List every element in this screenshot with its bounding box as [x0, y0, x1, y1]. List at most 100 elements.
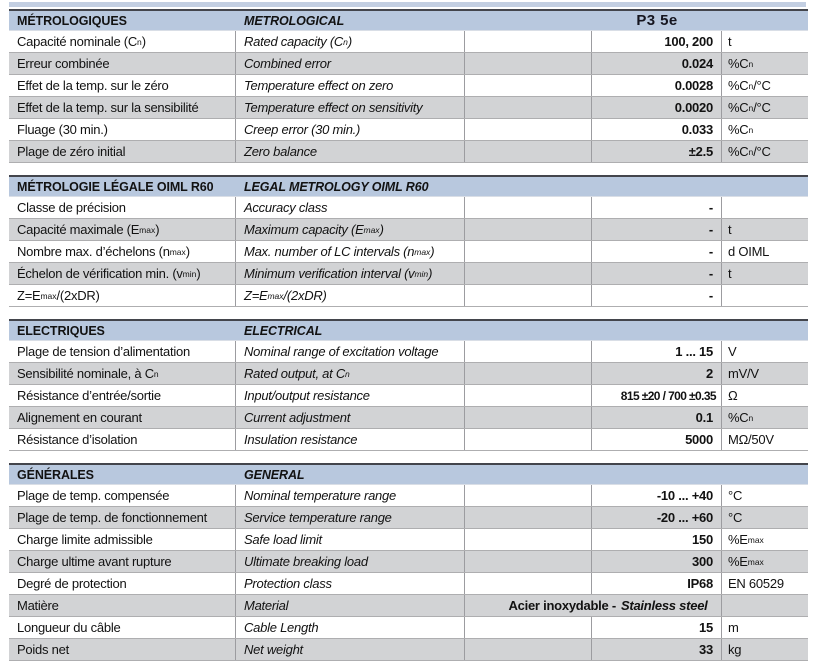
spec-row: Plage de zéro initial Zero balance ±2.5 %C n… [9, 141, 808, 163]
spacer-cell [465, 507, 592, 528]
spec-row: Z=E max/(2xDR) Z=E max/(2xDR) - [9, 285, 808, 307]
section-header-row: MÉTROLOGIQUES METROLOGICAL P3 5e [9, 9, 808, 31]
label-en: Z=E max/(2xDR) [236, 285, 465, 306]
unit-cell [722, 285, 808, 306]
label-en: Accuracy class [236, 197, 465, 218]
spec-row: Résistance d’entrée/sortie Input/output r… [9, 385, 808, 407]
spacer-cell [465, 407, 592, 428]
section-title-fr: MÉTROLOGIQUES [17, 13, 127, 28]
section-header-row: GÉNÉRALES GENERAL [9, 463, 808, 485]
label-en: Minimum verification interval (v min) [236, 263, 465, 284]
spec-row: Capacité maximale (E max) Maximum capacity… [9, 219, 808, 241]
spec-row: Résistance d’isolation Insulation resista… [9, 429, 808, 451]
label-en: Input/output resistance [236, 385, 465, 406]
section-title-en: GENERAL [244, 467, 305, 482]
spec-row: Longueur du câble Cable Length 15 m [9, 617, 808, 639]
unit-cell: m [728, 620, 739, 635]
value-cell: 150 [592, 529, 722, 550]
spacer-cell [465, 639, 592, 660]
label-en: Nominal temperature range [236, 485, 465, 506]
spacer-cell [722, 465, 808, 484]
unit-cell: EN 60529 [728, 576, 784, 591]
spacer-cell [465, 31, 592, 52]
unit-cell: %E max [728, 532, 764, 547]
spacer-cell [465, 573, 592, 594]
unit-cell: d OIML [728, 244, 770, 259]
spec-row: Effet de la temp. sur la sensibilité Temp… [9, 97, 808, 119]
value-cell: - [592, 263, 722, 284]
unit-cell: V [728, 344, 737, 359]
spec-section: MÉTROLOGIE LÉGALE OIML R60 LEGAL METROLOG… [9, 175, 808, 307]
label-fr: Nombre max. d’échelons (n max) [9, 241, 236, 262]
label-fr: Charge ultime avant rupture [9, 551, 236, 572]
label-fr: Z=E max/(2xDR) [9, 285, 236, 306]
label-fr: Classe de précision [9, 197, 236, 218]
label-en: Temperature effect on zero [236, 75, 465, 96]
spacer-cell [465, 241, 592, 262]
label-en: Rated capacity (C n) [236, 31, 465, 52]
spacer-cell [465, 119, 592, 140]
value-cell: 1 ... 15 [592, 341, 722, 362]
spacer-cell [722, 177, 808, 196]
unit-cell: %C n [728, 410, 754, 425]
spacer-cell [465, 141, 592, 162]
label-en: Combined error [236, 53, 465, 74]
unit-cell: %C n [728, 56, 754, 71]
value-cell: 33 [592, 639, 722, 660]
section-title-en: ELECTRICAL [244, 323, 323, 338]
spec-row: Fluage (30 min.) Creep error (30 min.) 0.0… [9, 119, 808, 141]
label-fr: Plage de temp. compensée [9, 485, 236, 506]
spec-row: Classe de précision Accuracy class - [9, 197, 808, 219]
label-en: Creep error (30 min.) [236, 119, 465, 140]
section-title-en: LEGAL METROLOGY OIML R60 [244, 179, 429, 194]
value-cell-merged: Acier inoxydable - Stainless steel [465, 595, 722, 616]
label-en: Ultimate breaking load [236, 551, 465, 572]
value-cell: 100, 200 [592, 31, 722, 52]
label-fr: Plage de tension d’alimentation [9, 341, 236, 362]
previous-section-edge [9, 2, 806, 7]
label-fr: Longueur du câble [9, 617, 236, 638]
spec-row: Alignement en courant Current adjustment 0… [9, 407, 808, 429]
section-header-row: MÉTROLOGIE LÉGALE OIML R60 LEGAL METROLOG… [9, 175, 808, 197]
label-en: Service temperature range [236, 507, 465, 528]
spec-section: MÉTROLOGIQUES METROLOGICAL P3 5e Capacité n… [9, 9, 808, 163]
label-fr: Effet de la temp. sur le zéro [9, 75, 236, 96]
value-cell: 0.024 [592, 53, 722, 74]
value-cell: - [592, 285, 722, 306]
spec-table: MÉTROLOGIQUES METROLOGICAL P3 5e Capacité n… [0, 9, 815, 661]
value-cell: 300 [592, 551, 722, 572]
label-en: Safe load limit [236, 529, 465, 550]
spacer-cell [465, 11, 592, 30]
unit-cell: %C n/°C [728, 144, 771, 159]
unit-cell: %E max [728, 554, 764, 569]
section-title-fr: MÉTROLOGIE LÉGALE OIML R60 [17, 179, 214, 194]
spacer-cell [465, 551, 592, 572]
model-label [592, 177, 722, 196]
label-fr: Résistance d’isolation [9, 429, 236, 450]
section-title-fr: GÉNÉRALES [17, 467, 94, 482]
spec-section: ELECTRIQUES ELECTRICAL Plage de tension d’… [9, 319, 808, 451]
spacer-cell [465, 219, 592, 240]
spacer-cell [465, 341, 592, 362]
value-cell: 815 ±20 / 700 ±0.35 [592, 385, 722, 406]
spacer-cell [465, 53, 592, 74]
label-en: Temperature effect on sensitivity [236, 97, 465, 118]
spec-row: Charge ultime avant rupture Ultimate brea… [9, 551, 808, 573]
label-fr: Plage de temp. de fonctionnement [9, 507, 236, 528]
label-fr: Erreur combinée [9, 53, 236, 74]
value-cell: - [592, 219, 722, 240]
spacer-cell [465, 617, 592, 638]
unit-cell [722, 197, 808, 218]
value-cell: 15 [592, 617, 722, 638]
spec-row: Erreur combinée Combined error 0.024 %C n [9, 53, 808, 75]
spacer-cell [465, 97, 592, 118]
label-fr: Résistance d’entrée/sortie [9, 385, 236, 406]
spacer-cell [722, 11, 808, 30]
unit-cell: mV/V [728, 366, 759, 381]
model-label [592, 465, 722, 484]
spacer-cell [465, 75, 592, 96]
model-label [592, 321, 722, 340]
